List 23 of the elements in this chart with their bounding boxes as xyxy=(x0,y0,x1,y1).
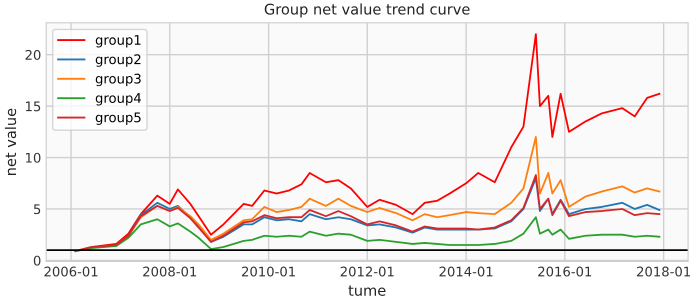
x-tick-label: 2016-01 xyxy=(538,266,592,277)
x-tick-label: 2010-01 xyxy=(242,266,295,277)
legend-label: group5 xyxy=(96,112,141,125)
line-series xyxy=(74,174,660,252)
x-tick-label: 2006-01 xyxy=(44,266,98,277)
y-tick-label: 0 xyxy=(34,256,40,266)
legend-label: group3 xyxy=(96,74,141,86)
x-tick-label: 2012-01 xyxy=(340,266,394,277)
chart-title: Group net value trend curve xyxy=(264,3,470,18)
y-axis-title: net value xyxy=(4,108,16,175)
y-tick-label: 10 xyxy=(26,152,40,163)
y-tick-label: 5 xyxy=(34,204,40,214)
x-tick-label: 2014-01 xyxy=(440,266,492,277)
legend-label: group1 xyxy=(96,35,141,48)
x-axis-title: tume xyxy=(348,285,386,296)
line-series xyxy=(74,216,660,252)
x-tick-label: 2008-01 xyxy=(143,266,196,277)
y-tick-label: 15 xyxy=(26,102,40,112)
line-series xyxy=(127,177,660,243)
y-tick-label: 20 xyxy=(26,50,40,60)
legend-label: group2 xyxy=(96,54,140,67)
legend-label: group4 xyxy=(96,93,141,106)
x-tick-label: 2018-01 xyxy=(637,266,690,277)
